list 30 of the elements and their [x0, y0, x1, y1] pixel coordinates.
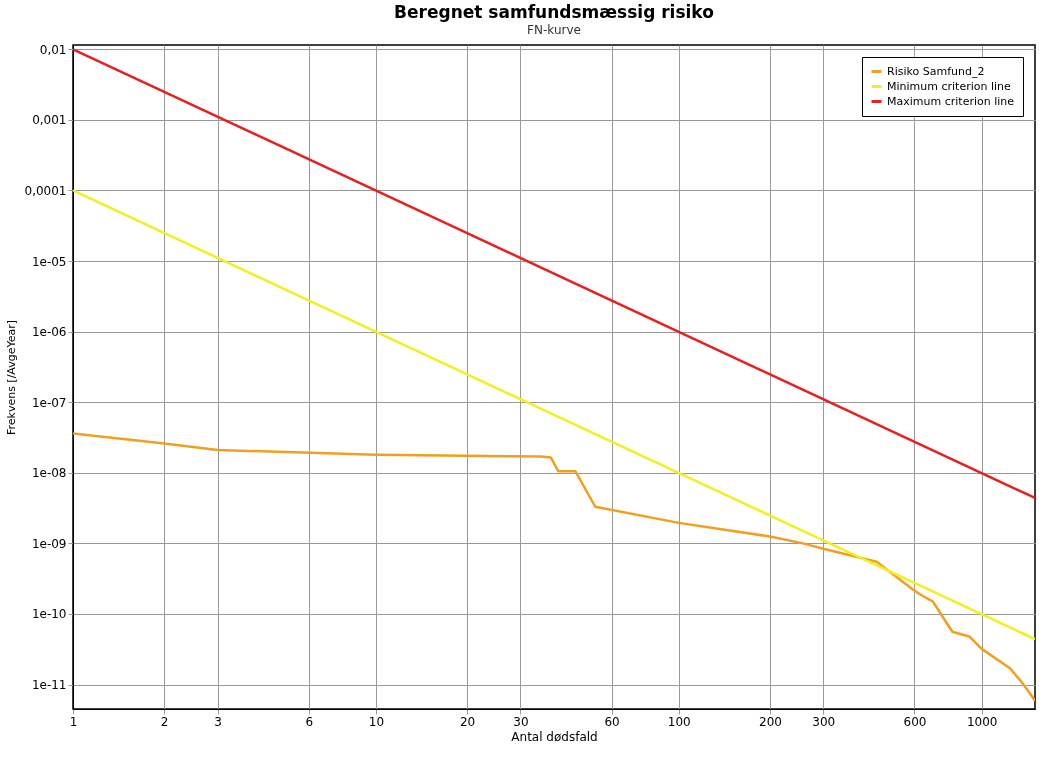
x-tick-label: 30	[513, 714, 529, 729]
x-tick-label: 200	[759, 714, 782, 729]
x-tick-label: 100	[667, 714, 691, 729]
x-tick-label: 600	[903, 714, 927, 729]
x-tick-label: 20	[459, 714, 476, 729]
y-tick-label: 1e-05	[31, 254, 67, 269]
legend-label: Risiko Samfund_2	[887, 64, 985, 78]
y-tick-label: 1e-07	[31, 395, 67, 410]
chart-title: Beregnet samfundsmæssig risiko	[394, 2, 714, 23]
chart-subtitle: FN-kurve	[527, 23, 581, 38]
x-tick-label: 2	[160, 714, 169, 729]
y-tick-label: 1e-11	[31, 678, 67, 693]
x-tick-label: 1	[69, 714, 78, 729]
y-tick-label: 1e-08	[31, 466, 67, 481]
legend-label: Maximum criterion line	[887, 94, 1015, 108]
legend-label: Minimum criterion line	[887, 79, 1012, 93]
x-axis-title: Antal dødsfald	[511, 729, 598, 744]
y-tick-label: 0,01	[39, 42, 67, 57]
x-tick-label: 300	[812, 714, 836, 729]
y-tick-label: 1e-10	[31, 607, 67, 622]
y-axis-title: Frekvens [/AvgeYear]	[4, 319, 18, 436]
x-tick-label: 10	[368, 714, 385, 729]
y-tick-label: 0,001	[32, 113, 67, 128]
x-tick-label: 1000	[966, 714, 998, 729]
y-tick-label: 0,0001	[24, 183, 67, 198]
x-tick-label: 3	[214, 714, 222, 729]
y-tick-label: 1e-06	[31, 325, 67, 340]
x-tick-label: 6	[305, 714, 314, 729]
x-tick-label: 60	[604, 714, 620, 729]
y-tick-label: 1e-09	[31, 536, 67, 551]
